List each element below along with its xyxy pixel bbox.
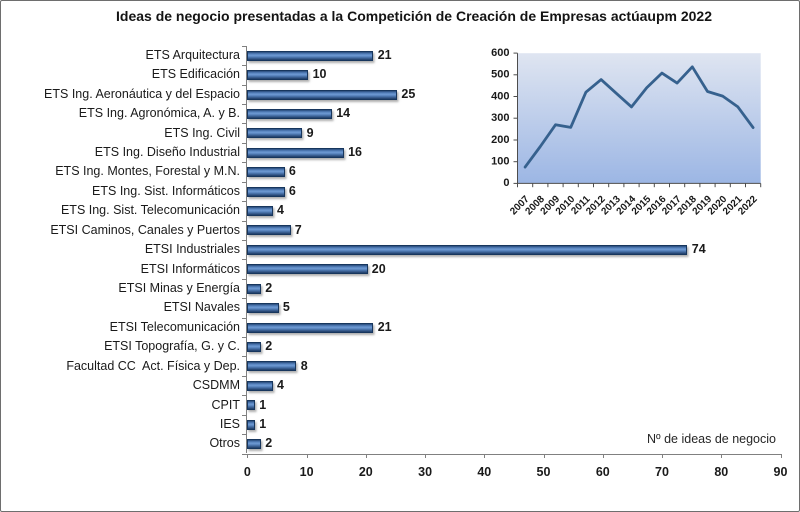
svg-text:0: 0 bbox=[503, 177, 509, 189]
svg-text:200: 200 bbox=[491, 134, 509, 146]
svg-text:100: 100 bbox=[491, 156, 509, 168]
svg-text:500: 500 bbox=[491, 69, 509, 81]
svg-text:300: 300 bbox=[491, 112, 509, 124]
svg-text:400: 400 bbox=[491, 90, 509, 102]
svg-text:600: 600 bbox=[491, 47, 509, 59]
